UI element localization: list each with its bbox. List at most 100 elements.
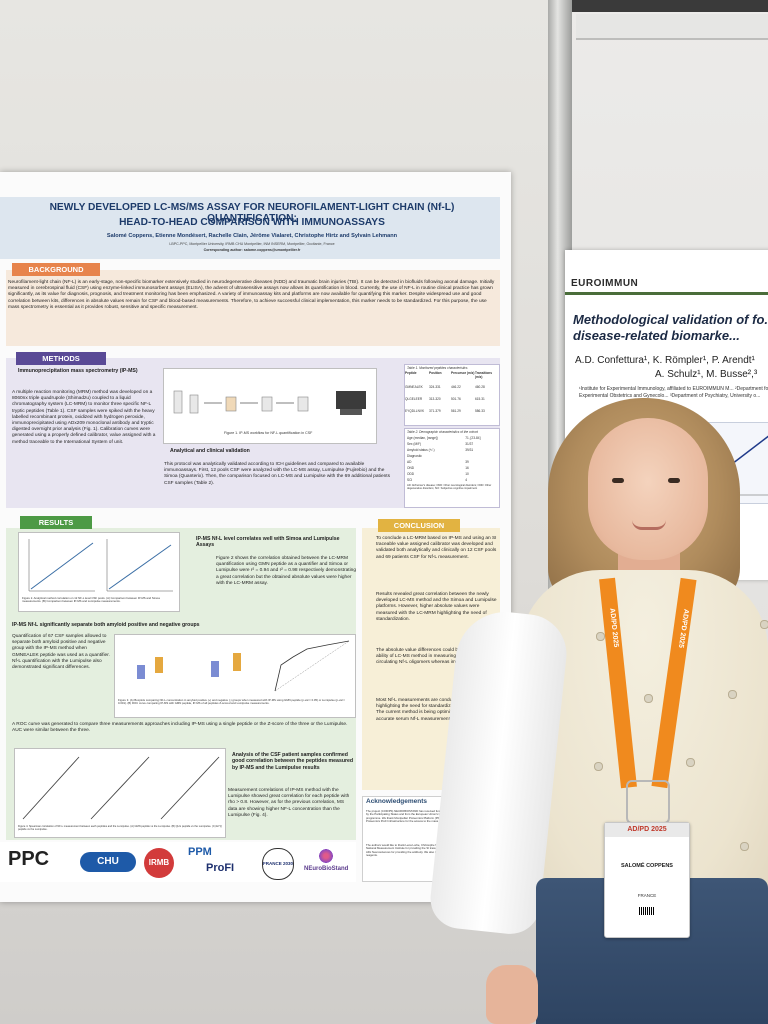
figure-1-workflow: Figure 1. IP-MS workflow for NF-L quanti… <box>163 368 377 444</box>
figure-4-plots <box>22 756 220 820</box>
table-row: SCI 4 <box>405 477 499 483</box>
lanyard-clip <box>626 780 670 824</box>
figure-4: Figure 4. Spearman correlation of NF-L m… <box>14 748 226 838</box>
sweater-embellishment <box>596 632 605 641</box>
figure-4-caption: Figure 4. Spearman correlation of NF-L m… <box>18 825 222 832</box>
sweater-embellishment <box>728 690 737 699</box>
neighbor-title: Methodological validation of fo... disea… <box>573 312 768 343</box>
figure-3-caption: Figure 3. (A) Boxplots comparing NF-L co… <box>118 698 345 706</box>
conclusion-header: CONCLUSION <box>378 519 460 532</box>
logo-ppc: PPC <box>8 848 50 870</box>
table-cell: Amyloid status (+/-) <box>407 448 435 452</box>
table-cell: 446.22 <box>451 385 461 389</box>
table-1-header-cell: Transitions (m/z) <box>475 371 493 379</box>
table-cell: OND <box>407 466 415 470</box>
table-cell: QLGELEER <box>405 397 423 401</box>
table-cell: 10 <box>465 472 469 476</box>
poster-corresponding: Corresponding author: salome.coppens@umo… <box>203 248 301 252</box>
table-cell: 586.33 <box>475 409 485 413</box>
badge-barcode-icon <box>639 907 655 915</box>
results-roc-text: A ROC curve was generated to compare thr… <box>12 722 348 734</box>
table-row: Sex (M/F) 31/37 <box>405 441 499 447</box>
background-section <box>6 270 500 346</box>
poster-title-band <box>0 197 500 259</box>
results-r3-text: Measurement correlations of IP-MS method… <box>228 788 350 818</box>
methods-text2: This protocol was analytically validated… <box>164 462 391 486</box>
right-panel-shelf <box>576 14 768 40</box>
logo-ppm: PPM <box>188 846 212 858</box>
person-right-eye <box>668 478 680 483</box>
badge-event: AD/PD 2025 <box>605 823 689 837</box>
table-row: GMNEALEK 324-331 446.22 460.28 <box>405 385 499 389</box>
table-1-title: Table 1. Monitored peptides characterist… <box>407 366 468 370</box>
logo-neurobiostand: NEuroBioStand <box>304 866 349 872</box>
logo-strip: PPC CHU IRMB PPM ProFI FRANCE 2030 NEuro… <box>0 842 356 882</box>
results-header: RESULTS <box>20 516 92 529</box>
conclusion-item-2: Results revealed great correlation betwe… <box>376 592 497 622</box>
table-1-header-cell: Peptide <box>405 371 417 375</box>
acknowledgements-text-2: The authors would like to thank Lena Lor… <box>366 843 494 858</box>
acknowledgements-header: Acknowledgements <box>366 798 428 805</box>
poster-affiliation: LBPC-PPC, Montpellier University, IRMB C… <box>169 242 335 246</box>
table-row: Age (median, [range]) 71, [23-84] <box>405 435 499 441</box>
table-cell: 39/31 <box>465 448 474 452</box>
neighbor-brand-bar <box>565 292 768 295</box>
table-row: ODD 10 <box>405 471 499 477</box>
table-row: EYQDLLNVK 371-379 561.29 586.33 <box>405 409 499 413</box>
neighbor-authors-line2: A. Schulz¹, M. Busse²,³ <box>655 369 758 380</box>
lanyard-text-right: AD/PD 2025 <box>676 608 690 649</box>
sweater-embellishment <box>760 620 768 629</box>
figure-3-plots <box>137 640 350 692</box>
acknowledgements-text: The project (COR/PS) NEUROBIOSTAND has r… <box>366 809 496 824</box>
background-header: BACKGROUND <box>12 263 100 276</box>
conclusion-item-1: To conclude a LC-MRM based on IP-MS and … <box>376 536 497 560</box>
results-r1-title: IP-MS Nf-L level correlates well with Si… <box>196 536 340 549</box>
results-r1-text: Figure 2 shows the correlation obtained … <box>216 556 356 586</box>
table-2: Table 2. Demographic characteristics of … <box>404 428 500 508</box>
table-cell: Age (median, [range]) <box>407 436 438 440</box>
results-r2-title: IP-MS Nf-L significantly separate both a… <box>12 622 200 628</box>
table-1: Table 1. Monitored peptides characterist… <box>404 364 500 426</box>
results-r2-text: Quantification of 67 CSF samples allowed… <box>12 634 110 671</box>
logo-chu: CHU <box>80 852 136 872</box>
poster-title-line2: HEAD-TO-HEAD COMPARISON WITH IMMUNOASSAY… <box>119 217 385 228</box>
table-1-header-cell: Precursor (m/z) <box>451 371 475 375</box>
table-row: OND 16 <box>405 465 499 471</box>
person-hand <box>486 965 538 1024</box>
neurobiostand-mark-icon <box>318 848 334 864</box>
figure-3: Figure 3. (A) Boxplots comparing NF-L co… <box>114 634 356 718</box>
table-1-header-cell: Position <box>429 371 442 375</box>
logo-irmb: IRMB <box>144 848 174 878</box>
table-row: Diagnostic <box>405 453 499 459</box>
conclusion-item-3: The absolute value differences could be … <box>376 648 497 666</box>
table-cell: GMNEALEK <box>405 385 423 389</box>
logo-france2030: FRANCE 2030 <box>262 848 294 880</box>
poster-authors: Salomé Coppens, Etienne Mondésert, Rache… <box>106 233 398 239</box>
table-cell: 615.31 <box>475 397 485 401</box>
table-cell: 71, [23-84] <box>465 436 481 440</box>
table-2-title: Table 2. Demographic characteristics of … <box>407 430 478 434</box>
neighbor-affiliation: ¹Institute for Experimental Immunology, … <box>579 386 768 399</box>
lanyard-text-left: AD/PD 2025 <box>608 607 620 648</box>
neighbor-authors-line1: A.D. Confettura¹, K. Römpler¹, P. Arendt… <box>575 355 755 366</box>
table-2-note: AD: Alzheimer's disease; OND: Other neur… <box>407 484 492 490</box>
workflow-diagram <box>173 390 366 415</box>
sweater-embellishment <box>594 762 603 771</box>
table-cell: 4 <box>465 478 467 482</box>
badge-country: FRANCE <box>637 893 657 898</box>
methods-sub2: Analytical and clinical validation <box>170 448 250 454</box>
figure-1-caption: Figure 1. IP-MS workflow for NF-L quanti… <box>224 431 313 435</box>
person-left-eye <box>612 478 624 483</box>
table-cell: Sex (M/F) <box>407 442 421 446</box>
table-cell: SCI <box>407 478 413 482</box>
neighbor-brand: EUROIMMUN <box>571 278 639 289</box>
figure-2: Figure 2. Analytical method correlation … <box>18 532 180 612</box>
sweater-embellishment <box>686 758 695 767</box>
table-cell: Diagnostic <box>407 454 422 458</box>
methods-header: METHODS <box>16 352 106 365</box>
sweater-embellishment <box>644 694 653 703</box>
table-row: AD 39 <box>405 459 499 465</box>
person-face <box>588 418 708 560</box>
right-panel-frame <box>572 0 768 12</box>
conclusion-item-4: Most Nf-L measurements are conducted usi… <box>376 698 495 722</box>
